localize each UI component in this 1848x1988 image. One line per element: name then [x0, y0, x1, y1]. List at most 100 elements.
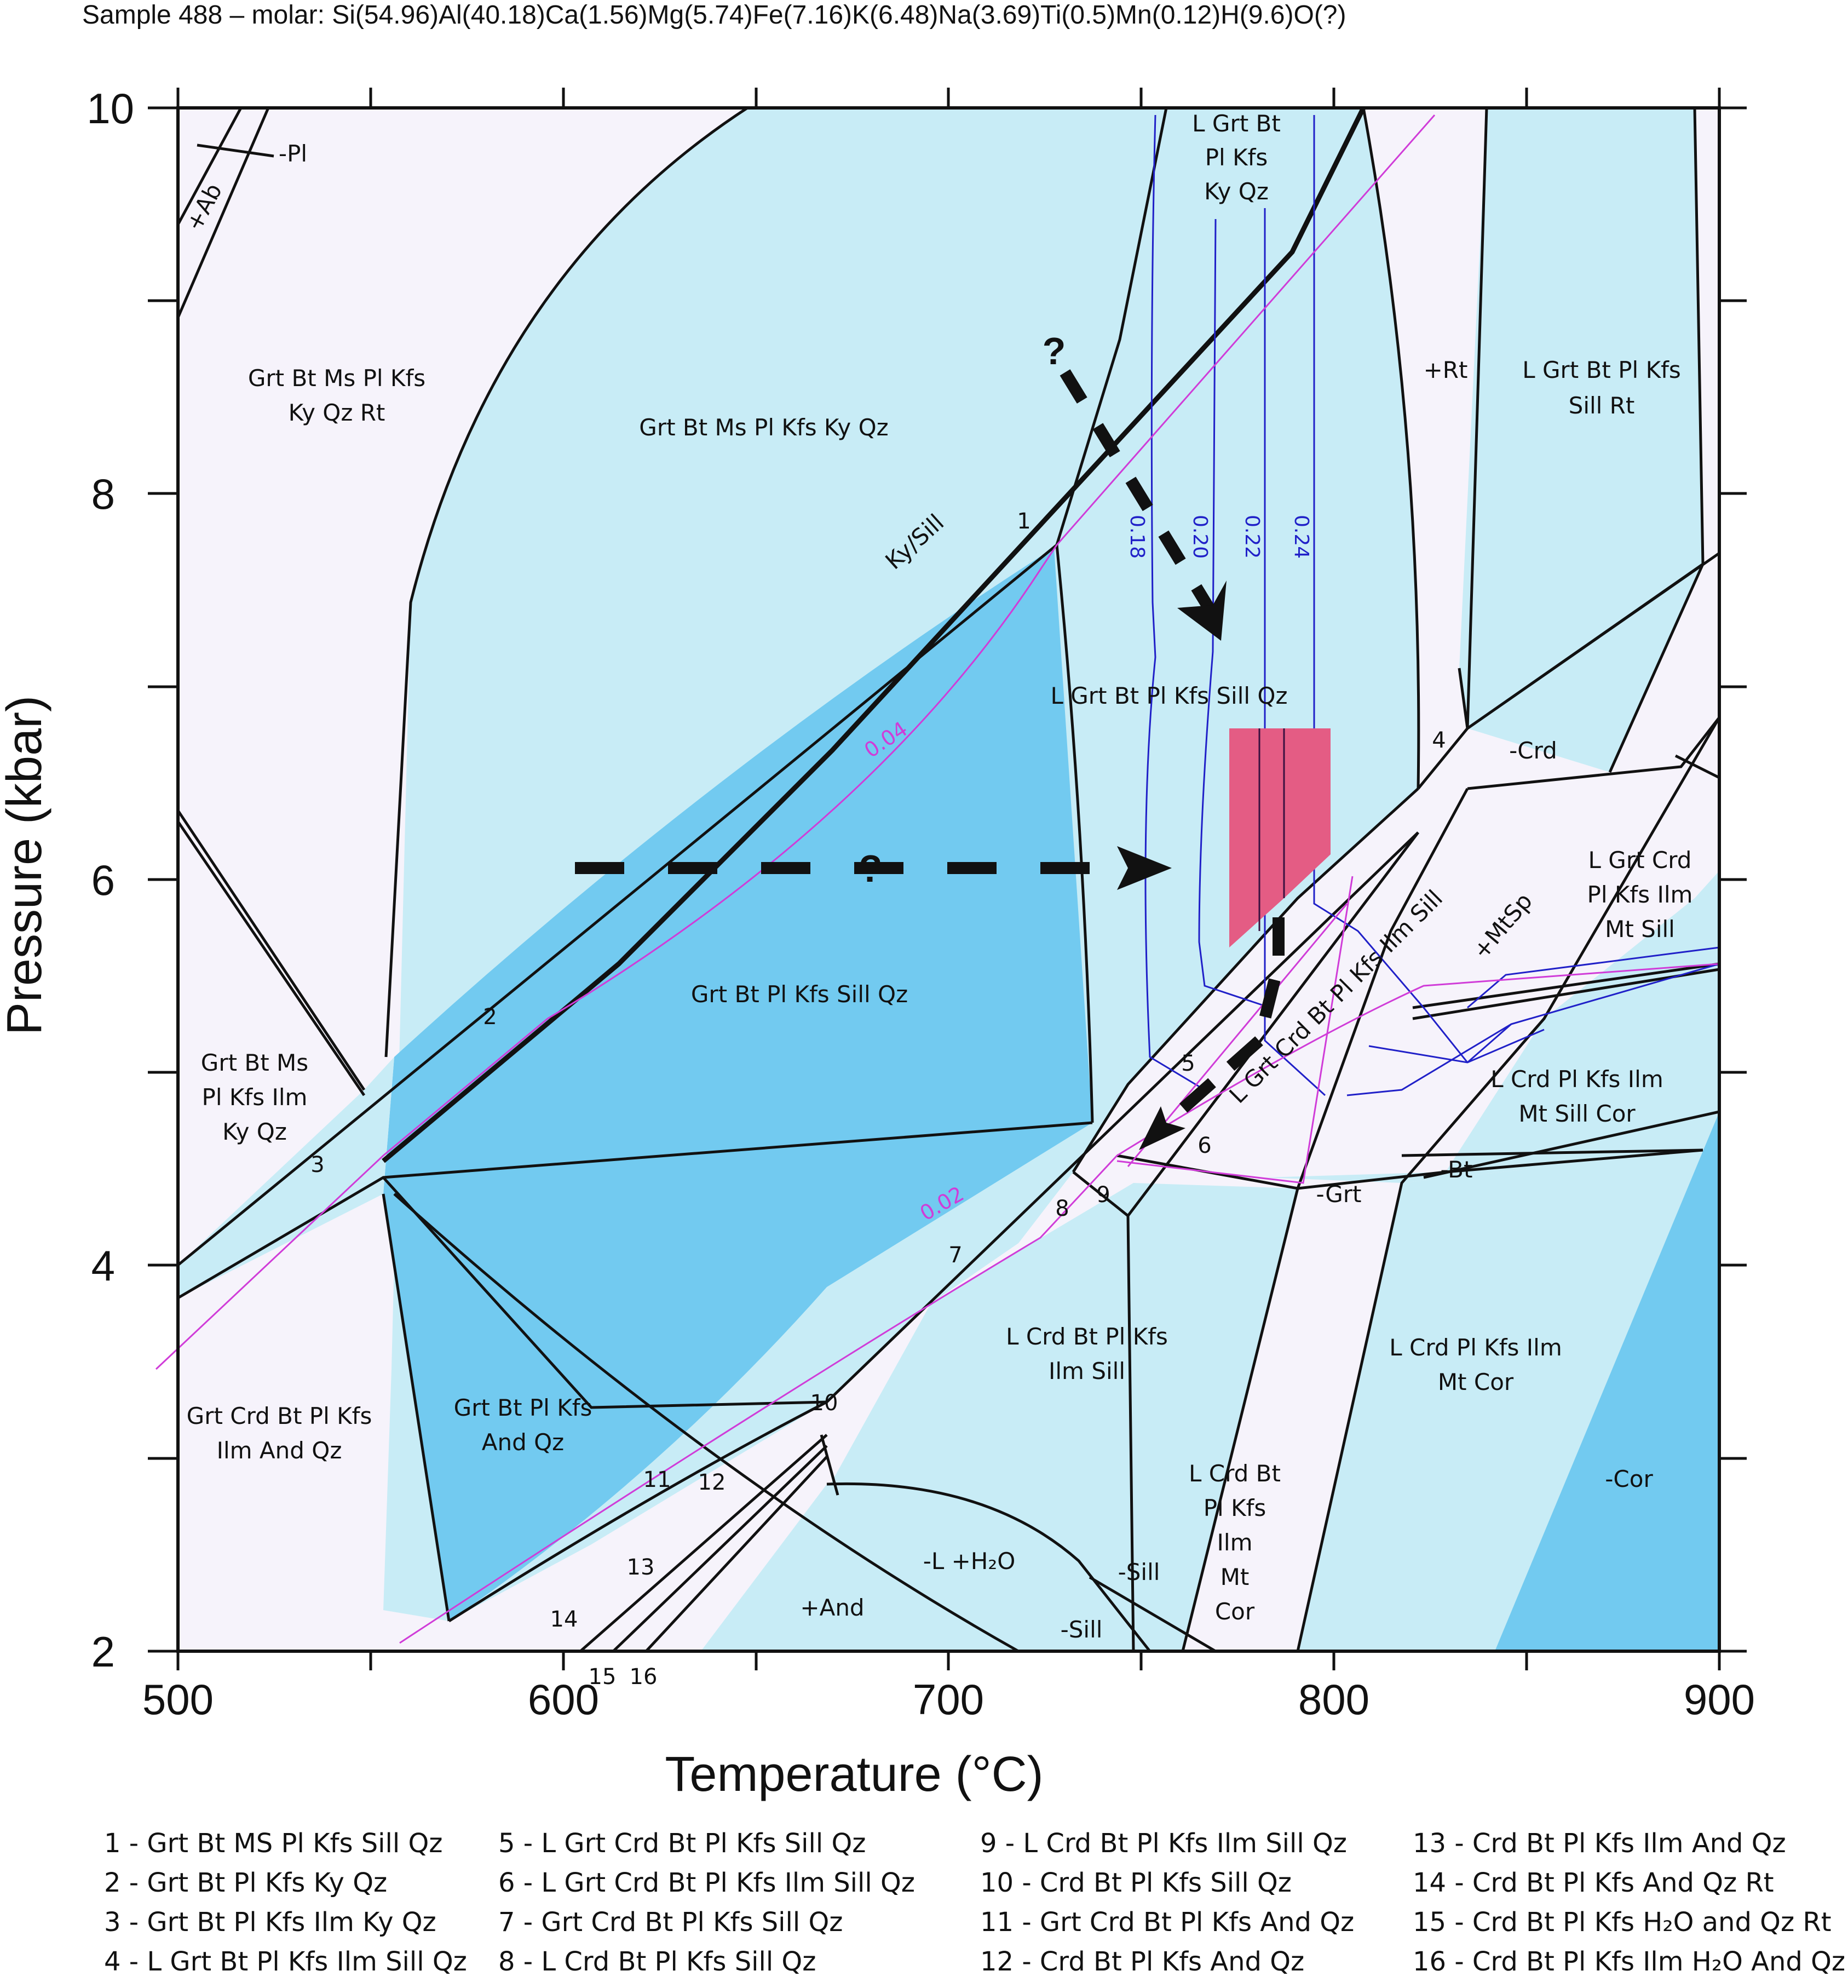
- field-number-10: 10: [810, 1391, 838, 1416]
- label-and: +And: [800, 1594, 864, 1621]
- field-cor: [1495, 1112, 1719, 1651]
- label-l-crd-bt-mt-cor-1: L Crd Bt: [1189, 1460, 1281, 1487]
- label-l-crd-ilm-mt-cor2-2: Mt Cor: [1438, 1369, 1514, 1395]
- boundary-4: [176, 809, 366, 1091]
- iso-label-0-22: 0.22: [1241, 515, 1263, 559]
- dashed-path-lower: [1156, 917, 1285, 1133]
- label-grt-bt-ms-ky: Grt Bt Ms Pl Kfs Ky Qz: [639, 414, 888, 441]
- pt-path-arrows: [575, 369, 1285, 1133]
- field-number-12: 12: [698, 1470, 726, 1495]
- boundary-32: [1423, 1110, 1720, 1179]
- ky-sill-line: [382, 107, 1366, 1163]
- label-bt: -Bt: [1441, 1156, 1473, 1183]
- label-pl: -Pl: [279, 140, 307, 167]
- field-numbers: 1 2 3 4 5 6 7 8 9 10 11 12 13 14 15 16: [310, 509, 1446, 1690]
- label-l-h2o: -L +H₂O: [923, 1548, 1016, 1575]
- boundary-27: [1072, 788, 1419, 1173]
- field-number-5: 5: [1181, 1051, 1195, 1076]
- legend-item-9: 9 - L Crd Bt Pl Kfs Ilm Sill Qz: [980, 1828, 1347, 1859]
- question-mark-upper: ?: [1043, 330, 1066, 372]
- field-number-13: 13: [627, 1555, 655, 1580]
- label-l-grt-ky-3: Ky Qz: [1204, 178, 1269, 205]
- boundary-22: [1466, 551, 1720, 730]
- field-number-7: 7: [948, 1243, 962, 1268]
- legend-item-12: 12 - Crd Bt Pl Kfs And Qz: [980, 1946, 1305, 1977]
- isopleth-magenta-2: [1116, 876, 1354, 1184]
- x-tick-700: 700: [913, 1675, 984, 1723]
- legend-item-15: 15 - Crd Bt Pl Kfs H₂O and Qz Rt: [1413, 1907, 1832, 1938]
- legend-column-1: 1 - Grt Bt MS Pl Kfs Sill Qz 2 - Grt Bt …: [104, 1824, 467, 1981]
- field-grt-bt-sill-mid: [383, 548, 1092, 1621]
- y-axis-title: Pressure (kbar): [0, 696, 52, 1035]
- field-number-6: 6: [1198, 1133, 1211, 1158]
- x-tick-500: 500: [142, 1675, 214, 1723]
- isopleth-0-02: [399, 963, 1720, 1644]
- boundary-33: [1412, 962, 1720, 1009]
- boundary-35: [1127, 831, 1419, 1217]
- legend-item-13: 13 - Crd Bt Pl Kfs Ilm And Qz: [1413, 1828, 1786, 1859]
- iso-label-0-24: 0.24: [1290, 515, 1312, 559]
- diagram-title: Sample 488 – molar: Si(54.96)Al(40.18)Ca…: [82, 1, 1346, 30]
- legend-item-10: 10 - Crd Bt Pl Kfs Sill Qz: [980, 1868, 1292, 1898]
- pt-pseudosection: ? ? 500 600 700 800 900 2 4 6 8 10 Tempe…: [0, 84, 1755, 1802]
- legend-item-1: 1 - Grt Bt MS Pl Kfs Sill Qz: [104, 1828, 443, 1859]
- boundary-18: [820, 1434, 839, 1496]
- legend-item-16: 16 - Crd Bt Pl Kfs Ilm H₂O And Qz: [1413, 1946, 1846, 1977]
- label-l-crd-ilm-mt-cor-1: L Crd Pl Kfs Ilm: [1490, 1066, 1663, 1093]
- label-grt-bt-and-2: And Qz: [482, 1429, 564, 1456]
- label-l-crd-bt-ilm-sill-1: L Crd Bt Pl Kfs: [1006, 1323, 1168, 1350]
- boundary-13: [1089, 1576, 1217, 1653]
- isopleth-line-8: [1346, 1023, 1512, 1096]
- label-cor: -Cor: [1605, 1466, 1653, 1492]
- field-number-4: 4: [1432, 728, 1446, 753]
- label-grt-bt-ms-ilm-ky-3: Ky Qz: [222, 1118, 287, 1145]
- legend-item-2: 2 - Grt Bt Pl Kfs Ky Qz: [104, 1868, 388, 1898]
- boundary-39: [197, 143, 274, 158]
- iso-label-0-18: 0.18: [1126, 515, 1148, 559]
- pt-estimate-box: [1229, 728, 1331, 947]
- label-l-crd-bt-mt-cor-2: Pl Kfs: [1204, 1495, 1266, 1521]
- field-number-14: 14: [550, 1607, 578, 1632]
- boundary-23: [1466, 107, 1488, 729]
- label-l-crd-bt-mt-cor-4: Mt: [1221, 1564, 1250, 1590]
- boundary-10: [448, 1400, 828, 1623]
- label-l-crd-ilm-mt-cor-2: Mt Sill Cor: [1518, 1100, 1636, 1127]
- field-number-1: 1: [1017, 509, 1030, 534]
- label-grt-bt-ms-ky-rt-1: Grt Bt Ms Pl Kfs: [248, 365, 425, 392]
- legend-item-4: 4 - L Grt Bt Pl Kfs Ilm Sill Qz: [104, 1946, 467, 1977]
- field-crd-lower-right: [1265, 871, 1719, 1183]
- label-sill-a: -Sill: [1118, 1559, 1160, 1585]
- label-l-crd-ilm-mt-cor2-1: L Crd Pl Kfs Ilm: [1389, 1334, 1562, 1361]
- isopleth-0-20: [1198, 219, 1271, 1009]
- label-l-grt-sill-rt-2: Sill Rt: [1569, 392, 1635, 419]
- boundary-36: [1072, 1171, 1135, 1652]
- label-grt-crd-and-2: Ilm And Qz: [217, 1437, 342, 1464]
- boundary-1: [1055, 107, 1168, 545]
- boundary-6: [177, 544, 1058, 1266]
- label-crd: -Crd: [1509, 737, 1557, 764]
- label-l-crd-bt-mt-cor-3: Ilm: [1217, 1529, 1253, 1556]
- field-number-15: 15: [589, 1664, 617, 1690]
- isopleth-0-04: [155, 114, 1436, 1370]
- boundary-11: [393, 1193, 1020, 1653]
- boundary-29: [1296, 716, 1721, 1652]
- boundary-5: [176, 820, 366, 1096]
- boundary-17: [645, 1456, 828, 1652]
- label-grt-crd-and-1: Grt Crd Bt Pl Kfs: [187, 1403, 372, 1429]
- field-number-16: 16: [630, 1664, 658, 1690]
- legend-item-7: 7 - Grt Crd Bt Pl Kfs Sill Qz: [498, 1907, 843, 1938]
- arrowhead-lower: [1139, 1106, 1185, 1150]
- boundary-15: [579, 1434, 828, 1652]
- boundary-28: [1181, 788, 1469, 1652]
- legend-item-14: 14 - Crd Bt Pl Kfs And Qz Rt: [1413, 1868, 1774, 1898]
- label-sill-b: -Sill: [1061, 1616, 1103, 1643]
- field-number-2: 2: [483, 1004, 497, 1030]
- field-number-11: 11: [643, 1467, 671, 1492]
- label-l-grt-crd-ilm-mt-1: L Grt Crd: [1588, 847, 1692, 874]
- iso-label-0-20: 0.20: [1189, 515, 1211, 559]
- legend-item-6: 6 - L Grt Crd Bt Pl Kfs Ilm Sill Qz: [498, 1868, 915, 1898]
- field-and: [701, 1484, 1150, 1651]
- boundary-34: [1412, 968, 1720, 1020]
- label-grt-bt-ms-ilm-ky-2: Pl Kfs Ilm: [202, 1084, 308, 1111]
- label-l-grt-ky-2: Pl Kfs: [1205, 144, 1268, 171]
